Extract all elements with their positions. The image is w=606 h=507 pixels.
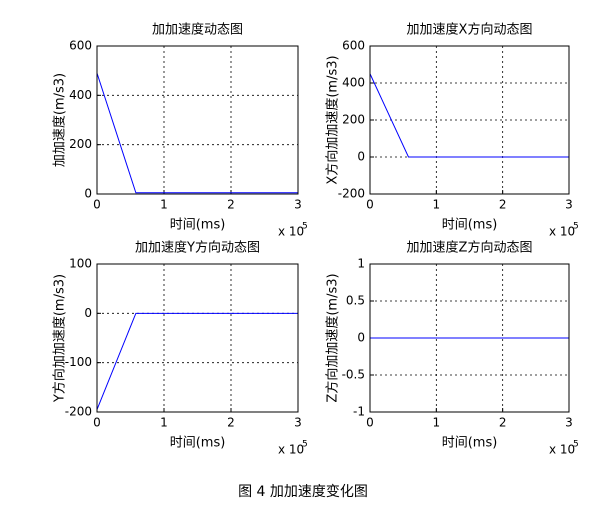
x-tick-label: 0 bbox=[93, 198, 101, 212]
x-multiplier-exponent: 5 bbox=[302, 440, 308, 450]
y-tick-label: 200 bbox=[69, 137, 92, 151]
x-multiplier: x 10 bbox=[549, 443, 575, 457]
y-tick-label: 100 bbox=[69, 257, 92, 271]
y-tick-label: 0 bbox=[84, 187, 92, 201]
x-tick-label: 1 bbox=[160, 198, 168, 212]
x-multiplier: x 10 bbox=[549, 225, 575, 239]
y-tick-label: -0.5 bbox=[342, 368, 365, 382]
figure-caption: 图 4 加加速度变化图 bbox=[238, 484, 368, 500]
y-tick-label: 0 bbox=[357, 331, 365, 345]
x-tick-label: 2 bbox=[227, 198, 235, 212]
chart-title: 加加速度动态图 bbox=[152, 22, 243, 38]
chart-title: 加加速度Y方向动态图 bbox=[135, 240, 260, 256]
plot-area bbox=[370, 46, 569, 194]
axes-box bbox=[369, 263, 570, 413]
chart-title: 加加速度X方向动态图 bbox=[407, 22, 533, 38]
y-tick-label: -1 bbox=[353, 405, 365, 419]
y-tick-label: -200 bbox=[338, 187, 365, 201]
x-tick-label: 3 bbox=[294, 416, 302, 430]
y-tick-label: -100 bbox=[65, 355, 92, 369]
x-axis-label: 时间(ms) bbox=[170, 218, 226, 233]
y-tick-label: 400 bbox=[69, 88, 92, 102]
x-tick-label: 0 bbox=[93, 416, 101, 430]
y-tick-label: -200 bbox=[65, 405, 92, 419]
x-tick-label: 1 bbox=[433, 198, 441, 212]
x-multiplier: x 10 bbox=[278, 225, 304, 239]
x-tick-label: 0 bbox=[366, 198, 374, 212]
y-tick-label: 200 bbox=[342, 113, 365, 127]
y-tick-label: 0.5 bbox=[346, 294, 365, 308]
plot-area bbox=[97, 46, 298, 194]
x-multiplier: x 10 bbox=[278, 443, 304, 457]
data-line bbox=[96, 72, 298, 194]
x-tick-label: 3 bbox=[294, 198, 302, 212]
data-line bbox=[369, 73, 569, 158]
axes-box bbox=[96, 45, 299, 195]
x-multiplier-exponent: 5 bbox=[573, 440, 579, 450]
y-tick-label: 0 bbox=[357, 150, 365, 164]
x-multiplier-exponent: 5 bbox=[302, 222, 308, 232]
x-tick-label: 0 bbox=[366, 416, 374, 430]
x-tick-label: 3 bbox=[565, 198, 573, 212]
y-axis-label: 加加速度(m/s3) bbox=[52, 73, 68, 167]
y-axis-label: Y方向加加速度(m/s3) bbox=[52, 274, 68, 403]
x-axis-label: 时间(ms) bbox=[442, 436, 498, 451]
axes-box bbox=[96, 263, 299, 413]
chart-title: 加加速度Z方向动态图 bbox=[407, 240, 533, 256]
x-axis-label: 时间(ms) bbox=[170, 436, 226, 451]
y-axis-label: Z方向加加速度(m/s3) bbox=[325, 273, 341, 402]
x-multiplier-exponent: 5 bbox=[573, 222, 579, 232]
y-tick-label: 0 bbox=[84, 306, 92, 320]
y-tick-label: 1 bbox=[357, 257, 365, 271]
x-axis-label: 时间(ms) bbox=[442, 218, 498, 233]
x-tick-label: 2 bbox=[227, 416, 235, 430]
axes-box bbox=[369, 45, 570, 195]
x-tick-label: 1 bbox=[160, 416, 168, 430]
data-line bbox=[96, 312, 298, 410]
y-tick-label: 400 bbox=[342, 76, 365, 90]
plot-area bbox=[97, 264, 298, 412]
y-tick-label: 600 bbox=[69, 39, 92, 53]
x-tick-label: 2 bbox=[499, 416, 507, 430]
y-tick-label: 600 bbox=[342, 39, 365, 53]
x-tick-label: 3 bbox=[565, 416, 573, 430]
y-axis-label: X方向加加速度(m/s3) bbox=[325, 55, 341, 184]
x-tick-label: 2 bbox=[499, 198, 507, 212]
x-tick-label: 1 bbox=[433, 416, 441, 430]
